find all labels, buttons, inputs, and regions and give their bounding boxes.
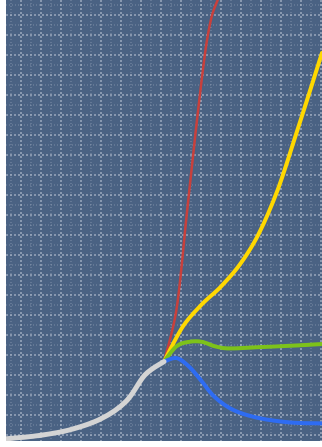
plot-background [6,0,322,441]
series-layer [6,0,322,441]
series-line-proj-red [162,0,219,363]
grid [6,0,322,441]
series-line-proj-yellow [162,50,322,364]
series-line-historical [6,359,167,441]
series-line-proj-blue [162,355,322,426]
series-line-proj-green [162,339,322,364]
